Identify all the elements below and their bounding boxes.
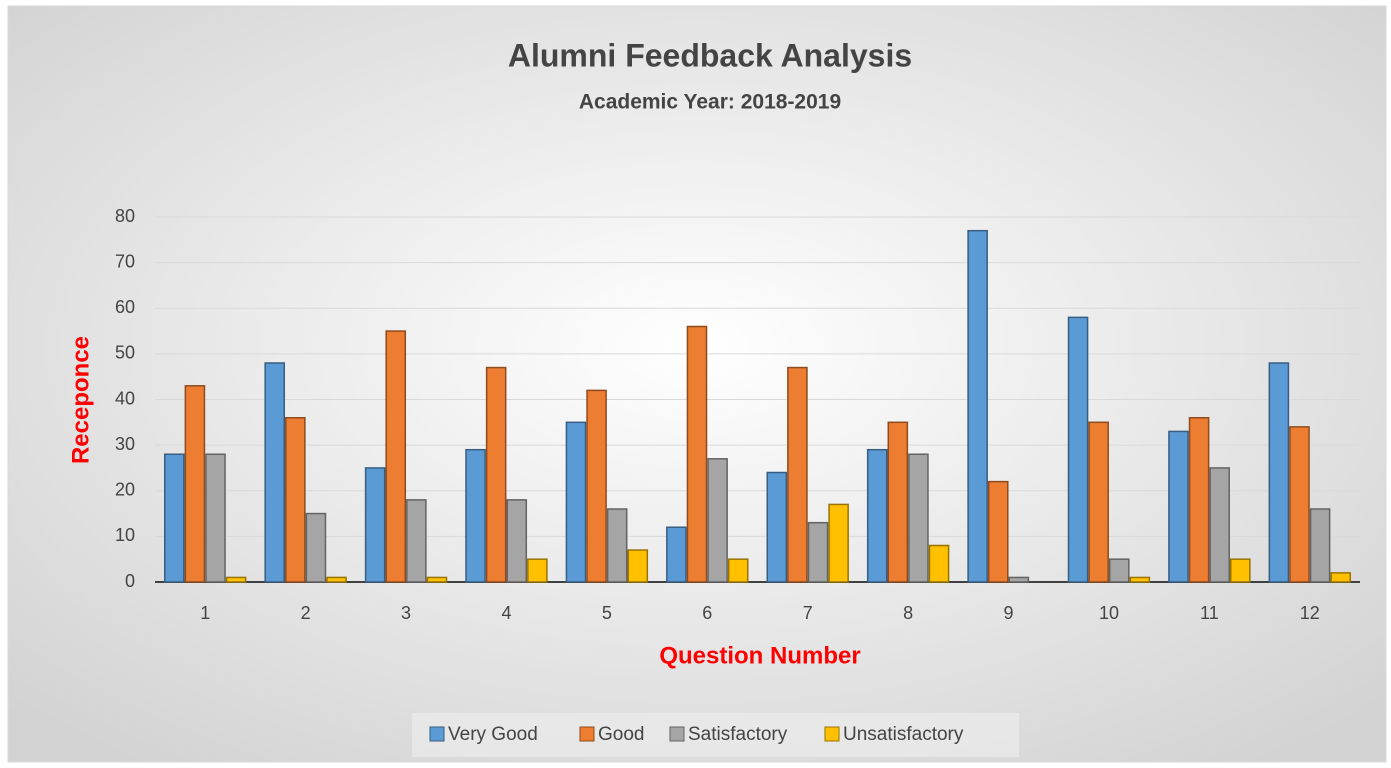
bar xyxy=(565,421,587,583)
x-tick-label: 9 xyxy=(1004,603,1014,623)
y-axis-title: Receponce xyxy=(67,336,94,464)
legend-label: Satisfactory xyxy=(688,724,788,745)
bar xyxy=(606,508,628,583)
y-tick-label: 70 xyxy=(115,251,135,271)
bar xyxy=(1168,430,1189,583)
bar xyxy=(707,458,728,583)
y-tick-label: 20 xyxy=(115,480,135,500)
x-tick-label: 7 xyxy=(803,603,813,623)
bar xyxy=(364,467,386,583)
bar xyxy=(1309,508,1331,583)
y-tick-label: 60 xyxy=(115,297,135,317)
bar xyxy=(727,558,749,583)
legend-label: Very Good xyxy=(448,724,538,745)
legend-swatch xyxy=(669,726,685,742)
x-axis-title: Question Number xyxy=(659,642,860,669)
bar xyxy=(285,417,306,583)
x-tick-label: 6 xyxy=(702,603,712,623)
bar xyxy=(485,366,507,583)
bar xyxy=(766,471,788,583)
bar xyxy=(1129,576,1151,583)
chart-subtitle: Academic Year: 2018-2019 xyxy=(579,91,841,114)
bar xyxy=(1289,426,1310,583)
bar xyxy=(627,549,649,583)
bar xyxy=(164,453,185,583)
bar xyxy=(264,362,286,583)
bar xyxy=(686,325,708,583)
x-tick-label: 5 xyxy=(602,603,612,623)
legend-swatch xyxy=(429,726,445,742)
bar xyxy=(908,453,929,583)
x-tick-label: 12 xyxy=(1300,603,1320,623)
y-tick-label: 50 xyxy=(115,343,135,363)
bar xyxy=(887,421,909,583)
bar xyxy=(406,499,427,583)
legend-swatch xyxy=(824,726,840,742)
bar xyxy=(1088,421,1109,583)
x-tick-label: 11 xyxy=(1200,603,1219,623)
bar xyxy=(1209,467,1230,583)
y-tick-label: 0 xyxy=(125,571,135,591)
legend-label: Good xyxy=(598,724,644,745)
x-tick-label: 8 xyxy=(903,603,913,623)
bar xyxy=(807,521,829,583)
bar xyxy=(1268,362,1290,583)
chart-title: Alumni Feedback Analysis xyxy=(508,37,912,73)
legend-box xyxy=(412,713,1019,757)
legend-label: Unsatisfactory xyxy=(843,724,964,745)
x-tick-label: 2 xyxy=(301,603,311,623)
bar xyxy=(666,526,687,583)
bar xyxy=(506,499,528,583)
bar xyxy=(1108,558,1130,583)
x-tick-label: 3 xyxy=(401,603,411,623)
bar xyxy=(1330,572,1351,583)
x-tick-label: 4 xyxy=(501,603,511,623)
bar xyxy=(426,576,448,583)
bar xyxy=(1008,576,1030,583)
bar xyxy=(225,576,247,583)
bar xyxy=(205,453,226,583)
bar xyxy=(866,448,888,583)
bar xyxy=(586,389,607,583)
bar xyxy=(305,512,327,583)
y-tick-label: 40 xyxy=(115,388,135,408)
x-tick-label: 1 xyxy=(200,603,210,623)
y-tick-label: 80 xyxy=(115,206,135,226)
x-tick-label: 10 xyxy=(1099,603,1119,623)
bar xyxy=(184,385,206,583)
bar xyxy=(326,576,347,583)
bar xyxy=(787,366,808,583)
bar xyxy=(465,448,486,583)
bar xyxy=(987,480,1009,583)
bar xyxy=(1229,558,1251,583)
y-tick-label: 10 xyxy=(115,525,135,545)
bar xyxy=(967,229,988,583)
bar xyxy=(1067,316,1089,583)
bar xyxy=(527,558,548,583)
legend-swatch xyxy=(579,726,595,742)
y-tick-label: 30 xyxy=(115,434,135,454)
bar xyxy=(385,330,407,583)
bar xyxy=(828,503,849,583)
bar xyxy=(1188,417,1210,583)
bar xyxy=(928,544,950,583)
